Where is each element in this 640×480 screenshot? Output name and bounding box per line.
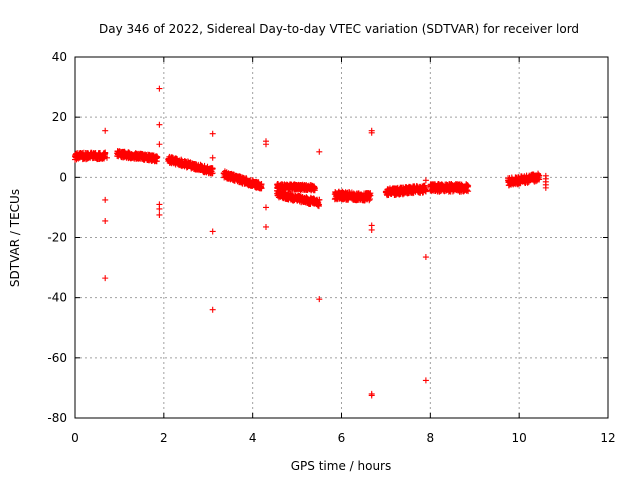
data-point <box>262 204 269 211</box>
data-point <box>209 130 216 137</box>
y-tick-label: 20 <box>52 110 67 124</box>
data-point <box>154 153 161 160</box>
data-point <box>422 254 429 261</box>
x-tick-label: 10 <box>512 431 527 445</box>
data-point <box>368 392 375 399</box>
data-point <box>156 141 163 148</box>
data-point <box>209 154 216 161</box>
data-point <box>366 197 373 204</box>
data-point <box>316 296 323 303</box>
data-point <box>422 188 429 195</box>
data-point <box>465 188 472 195</box>
data-point <box>209 165 216 172</box>
data-point <box>262 223 269 230</box>
data-point <box>102 217 109 224</box>
data-point <box>316 148 323 155</box>
data-point <box>422 177 429 184</box>
data-point <box>102 196 109 203</box>
data-point <box>102 149 109 156</box>
data-point <box>422 377 429 384</box>
y-tick-label: -80 <box>47 411 67 425</box>
data-point <box>156 85 163 92</box>
data-series <box>72 85 549 399</box>
data-point <box>156 211 163 218</box>
data-point <box>209 228 216 235</box>
data-point <box>262 141 269 148</box>
data-point <box>258 185 265 192</box>
data-point <box>102 127 109 134</box>
y-tick-label: -20 <box>47 231 67 245</box>
y-tick-label: -60 <box>47 351 67 365</box>
y-tick-label: 40 <box>52 50 67 64</box>
data-point <box>542 184 549 191</box>
data-point <box>209 306 216 313</box>
data-point <box>367 192 374 199</box>
data-point <box>103 154 110 161</box>
data-point <box>316 197 323 204</box>
chart-title: Day 346 of 2022, Sidereal Day-to-day VTE… <box>99 22 579 36</box>
x-axis-label: GPS time / hours <box>291 459 392 473</box>
x-tick-label: 0 <box>71 431 79 445</box>
data-point <box>368 129 375 136</box>
data-point <box>368 226 375 233</box>
data-point <box>156 121 163 128</box>
y-tick-label: 0 <box>59 170 67 184</box>
ticks: 0 2 4 6 8 10 12 -80 -60 -40 -20 0 20 40 <box>47 50 615 445</box>
data-point <box>465 182 472 189</box>
x-tick-label: 6 <box>338 431 346 445</box>
x-tick-label: 4 <box>249 431 257 445</box>
x-tick-label: 8 <box>427 431 435 445</box>
y-tick-label: -40 <box>47 291 67 305</box>
data-point <box>156 205 163 212</box>
y-axis-label: SDTVAR / TECUs <box>8 189 22 287</box>
data-point <box>536 172 543 179</box>
x-tick-label: 2 <box>160 431 168 445</box>
x-tick-label: 12 <box>600 431 615 445</box>
grid <box>75 57 608 418</box>
data-point <box>315 203 322 210</box>
data-point <box>102 275 109 282</box>
data-point <box>311 187 318 194</box>
